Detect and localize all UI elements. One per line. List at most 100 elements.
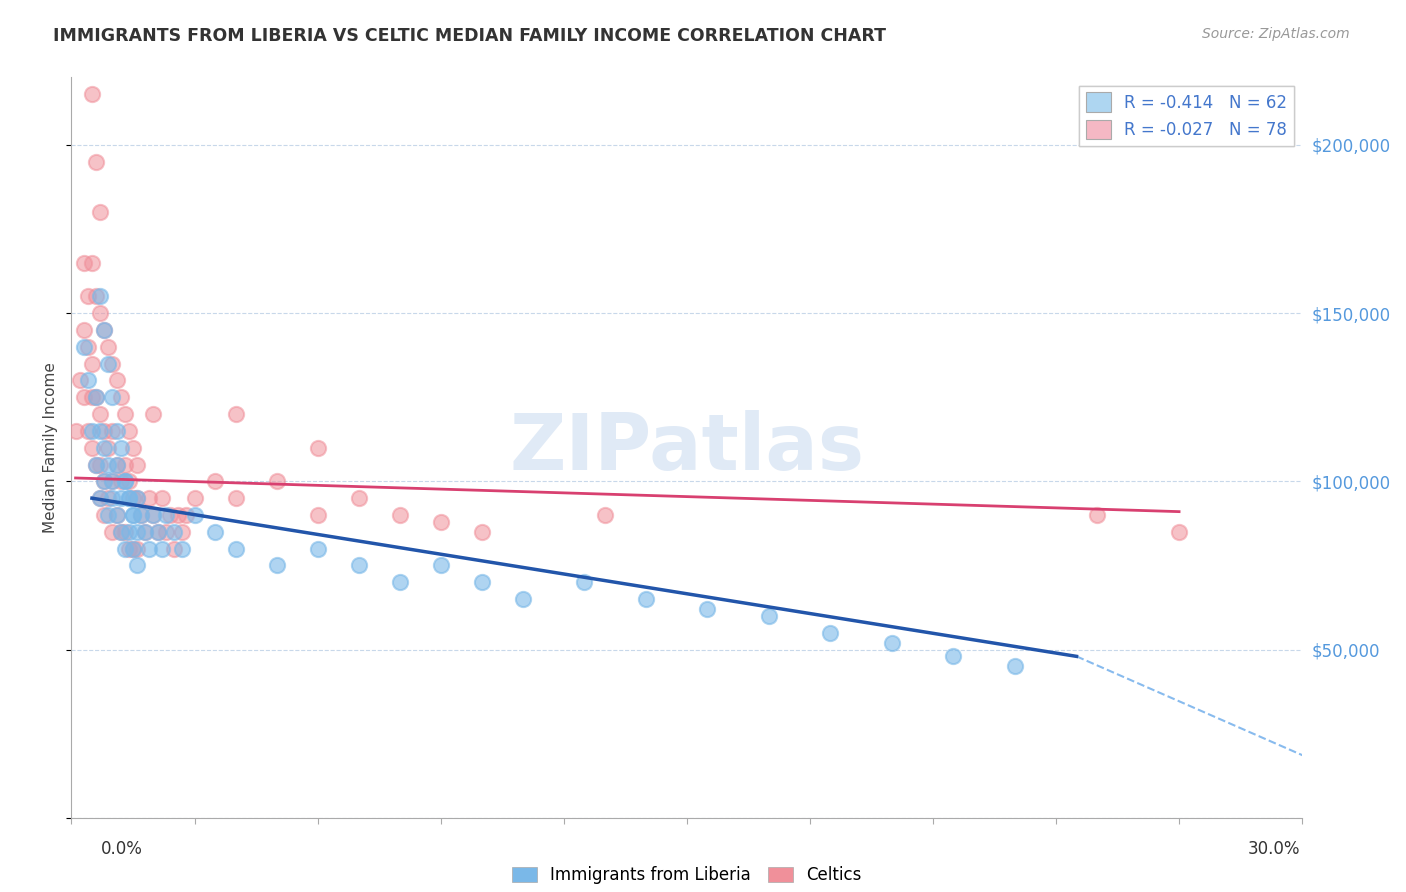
Point bbox=[127, 524, 149, 539]
Point bbox=[134, 524, 156, 539]
Point bbox=[146, 524, 169, 539]
Point bbox=[388, 575, 411, 590]
Point bbox=[471, 575, 494, 590]
Point bbox=[80, 390, 103, 404]
Point bbox=[225, 491, 247, 505]
Point bbox=[118, 541, 141, 556]
Point bbox=[593, 508, 616, 522]
Point bbox=[266, 475, 288, 489]
Point bbox=[127, 458, 149, 472]
Point bbox=[105, 458, 128, 472]
Text: ZIPatlas: ZIPatlas bbox=[509, 409, 865, 485]
Point bbox=[73, 323, 96, 337]
Point bbox=[84, 390, 107, 404]
Point bbox=[163, 541, 186, 556]
Point bbox=[758, 609, 780, 624]
Text: 30.0%: 30.0% bbox=[1249, 840, 1301, 858]
Point bbox=[76, 373, 98, 387]
Point bbox=[93, 475, 115, 489]
Point bbox=[110, 524, 132, 539]
Point bbox=[172, 541, 194, 556]
Point bbox=[1085, 508, 1108, 522]
Point bbox=[105, 458, 128, 472]
Point bbox=[97, 357, 120, 371]
Point bbox=[93, 424, 115, 438]
Point bbox=[89, 491, 111, 505]
Point bbox=[122, 491, 145, 505]
Point bbox=[429, 558, 451, 573]
Point bbox=[105, 508, 128, 522]
Point bbox=[114, 458, 136, 472]
Point bbox=[110, 491, 132, 505]
Point bbox=[429, 515, 451, 529]
Point bbox=[129, 508, 152, 522]
Point bbox=[89, 458, 111, 472]
Point bbox=[225, 407, 247, 421]
Point bbox=[129, 508, 152, 522]
Point bbox=[110, 390, 132, 404]
Point bbox=[76, 340, 98, 354]
Point bbox=[110, 475, 132, 489]
Point bbox=[93, 475, 115, 489]
Point bbox=[101, 491, 124, 505]
Point bbox=[122, 541, 145, 556]
Point bbox=[150, 491, 173, 505]
Point bbox=[105, 424, 128, 438]
Point bbox=[159, 508, 181, 522]
Point bbox=[167, 508, 190, 522]
Point bbox=[76, 424, 98, 438]
Point bbox=[820, 625, 842, 640]
Point bbox=[942, 649, 965, 664]
Point bbox=[122, 508, 145, 522]
Point bbox=[118, 491, 141, 505]
Point bbox=[114, 475, 136, 489]
Text: 0.0%: 0.0% bbox=[101, 840, 143, 858]
Point bbox=[101, 424, 124, 438]
Point bbox=[122, 541, 145, 556]
Point bbox=[101, 475, 124, 489]
Point bbox=[127, 491, 149, 505]
Point bbox=[696, 602, 718, 616]
Point bbox=[163, 524, 186, 539]
Point bbox=[512, 592, 534, 607]
Point bbox=[142, 508, 165, 522]
Point bbox=[73, 340, 96, 354]
Point bbox=[80, 357, 103, 371]
Point bbox=[172, 524, 194, 539]
Point bbox=[80, 424, 103, 438]
Point bbox=[176, 508, 198, 522]
Point bbox=[118, 475, 141, 489]
Point bbox=[347, 491, 370, 505]
Point bbox=[73, 390, 96, 404]
Text: IMMIGRANTS FROM LIBERIA VS CELTIC MEDIAN FAMILY INCOME CORRELATION CHART: IMMIGRANTS FROM LIBERIA VS CELTIC MEDIAN… bbox=[53, 27, 886, 45]
Point bbox=[471, 524, 494, 539]
Point bbox=[105, 508, 128, 522]
Point bbox=[97, 508, 120, 522]
Point bbox=[225, 541, 247, 556]
Point bbox=[155, 524, 177, 539]
Point bbox=[204, 524, 226, 539]
Point bbox=[97, 491, 120, 505]
Point bbox=[110, 441, 132, 455]
Point bbox=[114, 407, 136, 421]
Text: Source: ZipAtlas.com: Source: ZipAtlas.com bbox=[1202, 27, 1350, 41]
Point bbox=[101, 357, 124, 371]
Point bbox=[101, 475, 124, 489]
Point bbox=[101, 524, 124, 539]
Point bbox=[114, 541, 136, 556]
Point bbox=[93, 323, 115, 337]
Point bbox=[97, 441, 120, 455]
Point bbox=[80, 255, 103, 269]
Point bbox=[93, 441, 115, 455]
Point bbox=[89, 289, 111, 303]
Point bbox=[84, 390, 107, 404]
Point bbox=[80, 87, 103, 102]
Point bbox=[142, 407, 165, 421]
Point bbox=[114, 524, 136, 539]
Point bbox=[118, 524, 141, 539]
Point bbox=[114, 475, 136, 489]
Point bbox=[183, 508, 205, 522]
Point bbox=[204, 475, 226, 489]
Point bbox=[142, 508, 165, 522]
Point bbox=[307, 541, 329, 556]
